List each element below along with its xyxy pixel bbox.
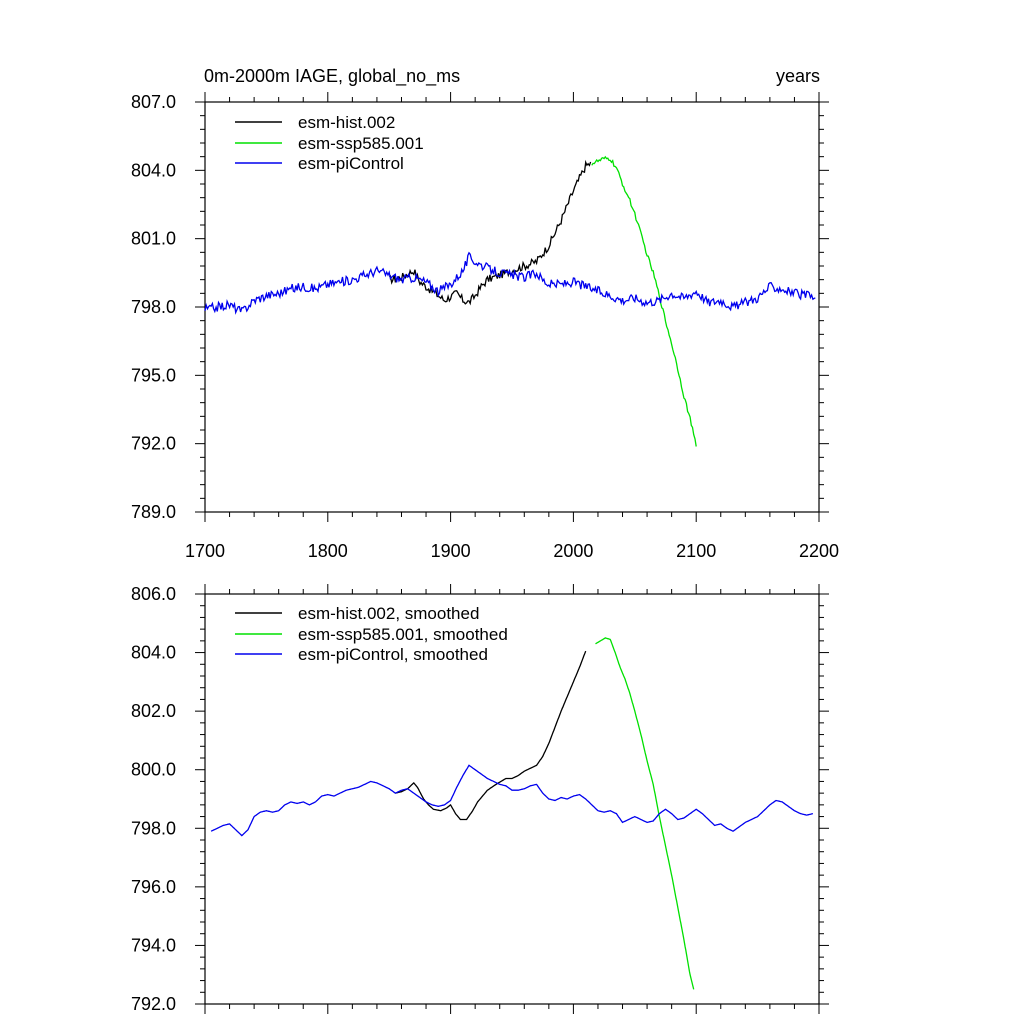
top-legend-label-esm-picontrol: esm-piControl [298, 154, 404, 173]
bottom-y-axis: 792.0 794.0 796.0 798.0 800.0 802.0 804.… [131, 584, 176, 1014]
bottom-y-tick-label: 796.0 [131, 877, 176, 897]
top-x-tick-label: 2000 [553, 541, 593, 561]
bottom-plot-frame [204, 593, 820, 1005]
top-chart-units: years [776, 66, 820, 86]
top-x-tick-label: 2100 [676, 541, 716, 561]
bottom-legend-label-esm-hist: esm-hist.002, smoothed [298, 604, 479, 623]
top-x-axis: 1700 1800 1900 2000 2100 2200 [185, 541, 839, 561]
top-x-tick-label: 2200 [799, 541, 839, 561]
bottom-y-tick-label: 804.0 [131, 643, 176, 663]
bottom-series-esm-ssp585-smoothed-line [595, 637, 695, 990]
top-panel: 0m-2000m IAGE, global_no_ms years 789.0 … [131, 66, 839, 561]
top-x-tick-label: 1700 [185, 541, 225, 561]
top-legend-label-esm-ssp585: esm-ssp585.001 [298, 134, 424, 153]
top-y-axis: 789.0 792.0 795.0 798.0 801.0 804.0 807.… [131, 92, 176, 522]
bottom-y-tick-label: 800.0 [131, 760, 176, 780]
top-x-tick-label: 1800 [308, 541, 348, 561]
top-minor-ticks [195, 92, 829, 522]
bottom-series-lines [210, 637, 814, 990]
bottom-legend: esm-hist.002, smoothed esm-ssp585.001, s… [235, 604, 508, 664]
top-y-tick-label: 798.0 [131, 297, 176, 317]
top-y-tick-label: 807.0 [131, 92, 176, 112]
bottom-series-esm-picontrol-smoothed-line [210, 764, 814, 837]
top-series-lines [204, 155, 816, 447]
top-legend: esm-hist.002 esm-ssp585.001 esm-piContro… [235, 113, 424, 173]
top-series-esm-ssp585-line [591, 155, 697, 447]
bottom-panel: 792.0 794.0 796.0 798.0 800.0 802.0 804.… [131, 584, 829, 1014]
top-chart-title: 0m-2000m IAGE, global_no_ms [204, 66, 460, 87]
bottom-y-tick-label: 794.0 [131, 935, 176, 955]
bottom-y-tick-label: 802.0 [131, 701, 176, 721]
top-y-tick-label: 804.0 [131, 160, 176, 180]
top-y-tick-label: 789.0 [131, 502, 176, 522]
bottom-y-tick-label: 792.0 [131, 994, 176, 1014]
top-y-tick-label: 795.0 [131, 365, 176, 385]
top-y-tick-label: 801.0 [131, 229, 176, 249]
bottom-minor-ticks [195, 584, 829, 1014]
bottom-series-esm-hist-smoothed-line [395, 650, 587, 821]
bottom-legend-label-esm-picontrol: esm-piControl, smoothed [298, 645, 488, 664]
top-x-tick-label: 1900 [431, 541, 471, 561]
top-y-tick-label: 792.0 [131, 434, 176, 454]
top-legend-label-esm-hist: esm-hist.002 [298, 113, 395, 132]
bottom-legend-label-esm-ssp585: esm-ssp585.001, smoothed [298, 625, 508, 644]
bottom-y-tick-label: 798.0 [131, 818, 176, 838]
top-series-esm-picontrol-line [204, 251, 816, 315]
bottom-y-tick-label: 806.0 [131, 584, 176, 604]
top-series-esm-hist-line [388, 159, 592, 306]
